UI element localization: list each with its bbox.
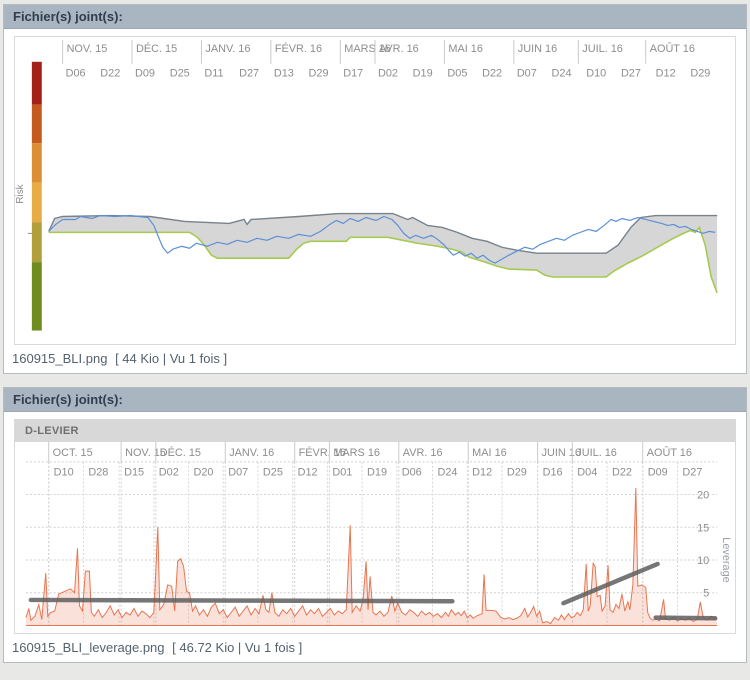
x-axis-day-label: D15 (124, 467, 144, 479)
panel-header-label: Fichier(s) joint(s): (13, 9, 123, 24)
x-axis-month-label: JANV. 16 (229, 447, 274, 459)
risk-band-area (48, 213, 718, 293)
x-axis-month-label: AOÛT 16 (650, 42, 695, 55)
attachment-filename-link[interactable]: 160915_BLI.png (12, 351, 108, 367)
panel-body: NOV. 15 DÉC. 15 JANV. 16 FÉVR. 16 MARS 16 AVR… (4, 29, 746, 373)
panel-header-label: Fichier(s) joint(s): (13, 392, 123, 408)
x-axis-day-label: D27 (621, 68, 641, 80)
x-axis-day-label: D02 (378, 68, 398, 80)
risk-scale-segment (31, 222, 42, 263)
x-axis-day-label: D09 (648, 467, 668, 479)
leverage-area (25, 488, 718, 626)
x-axis-day-label: D11 (204, 68, 223, 80)
attached-image-bli[interactable]: NOV. 15 DÉC. 15 JANV. 16 FÉVR. 16 MARS 16 AVR… (14, 36, 736, 346)
x-axis-day-label: D01 (332, 467, 352, 479)
x-axis-day-label: D16 (543, 467, 563, 479)
attached-image-leverage[interactable]: D-LEVIER 5 10 15 20 OCT. 15 NOV. 15 DÉC. 15 JAN… (14, 419, 736, 634)
x-axis-day-label: D29 (309, 68, 329, 80)
x-axis-day-label: D13 (274, 68, 294, 80)
x-axis-day-label: D19 (413, 68, 433, 80)
x-axis-month-label: MARS 16 (344, 43, 391, 55)
x-axis-day-label: D12 (298, 467, 318, 479)
band-upper-line (48, 212, 718, 254)
risk-scale-segment (31, 104, 42, 144)
x-axis-day-label: D24 (437, 467, 457, 479)
risk-scale-segment (31, 262, 42, 331)
attachment-filename-link[interactable]: 160915_BLI_leverage.png (12, 639, 165, 655)
x-axis-month-label: AVR. 16 (403, 447, 443, 459)
x-axis-day-label: D22 (612, 467, 632, 479)
attachment-panel-risk: Fichier(s) joint(s): NOV. 15 DÉC. 15 JANV.… (3, 4, 747, 375)
x-axis-month-label: OCT. 15 (53, 447, 93, 459)
x-axis-day-label: D07 (228, 467, 248, 479)
x-axis-day-label: D19 (367, 467, 387, 479)
band-lower-line (48, 225, 718, 294)
risk-scale-segment (31, 143, 42, 183)
x-axis-day-label: D22 (100, 68, 120, 80)
x-axis-month-label: DÉC. 15 (136, 42, 177, 55)
y-tick-label: 5 (703, 588, 709, 600)
attachment-meta: [ 46.72 Kio | Vu 1 fois ] (172, 639, 303, 655)
x-axis-month-label: AVR. 16 (379, 43, 419, 55)
x-axis-month-label: JUIN 16 (542, 447, 581, 459)
risk-mid-line (48, 214, 716, 264)
y-tick-label: 20 (697, 490, 709, 502)
x-axis-day-label: D05 (447, 68, 467, 80)
risk-band-chart: NOV. 15 DÉC. 15 JANV. 16 FÉVR. 16 MARS 16AVR… (15, 39, 718, 331)
x-axis-day-label: D29 (507, 467, 527, 479)
x-axis-month-label: DÉC. 15 (160, 446, 201, 459)
x-axis-day-label: D17 (343, 68, 363, 80)
x-axis-day-label: D28 (88, 467, 108, 479)
x-axis-day-label: D25 (263, 467, 283, 479)
risk-axis-label: Risk (15, 184, 26, 203)
x-axis-day-label: D29 (690, 68, 710, 80)
x-axis-month-label: MAI 16 (472, 447, 507, 459)
leverage-line (25, 488, 718, 625)
x-axis-day-label: D22 (482, 68, 502, 80)
panel-body: D-LEVIER 5 10 15 20 OCT. 15 NOV. 15 DÉC. 15 JAN… (4, 412, 746, 661)
x-axis-day-label: D27 (239, 68, 259, 80)
trend-line (28, 598, 455, 604)
x-axis-month-label: MARS 16 (333, 447, 380, 459)
y-tick-label: 10 (697, 555, 709, 567)
chart-title-bar: D-LEVIER (15, 420, 735, 443)
trend-line (561, 562, 660, 606)
x-axis-day-label: D07 (517, 68, 537, 80)
risk-scale-segment (31, 61, 42, 105)
x-axis-day-label: D12 (656, 68, 676, 80)
attachment-meta: [ 44 Kio | Vu 1 fois ] (115, 351, 228, 367)
x-axis-month-label: JANV. 16 (205, 43, 250, 55)
x-axis-day-label: D20 (194, 467, 214, 479)
y-axis-label: Leverage (720, 538, 732, 583)
x-axis-day-label: D24 (552, 68, 572, 80)
x-axis-day-label: D10 (54, 467, 74, 479)
x-axis-day-label: D25 (170, 68, 190, 80)
attachment-caption: 160915_BLI_leverage.png [ 46.72 Kio | Vu… (12, 634, 738, 662)
trend-line (653, 615, 718, 621)
x-axis-month-label: JUIN 16 (518, 43, 557, 55)
attachment-panel-leverage: Fichier(s) joint(s): D-LEVIER 5 10 15 20 OCT… (3, 387, 747, 663)
attachment-caption: 160915_BLI.png [ 44 Kio | Vu 1 fois ] (12, 345, 738, 373)
y-tick-label: 15 (697, 523, 709, 535)
x-axis-day-label: D04 (577, 467, 597, 479)
x-axis-month-label: FÉVR. 16 (299, 446, 346, 459)
x-axis-day-label: D06 (66, 68, 86, 80)
panel-header: Fichier(s) joint(s): (4, 5, 746, 29)
x-axis-day-label: D06 (402, 467, 422, 479)
x-axis-month-label: JUIL. 16 (582, 43, 623, 55)
x-axis-month-label: FÉVR. 16 (275, 42, 322, 55)
risk-scale-segment (31, 182, 42, 223)
x-axis-day-label: D10 (586, 68, 606, 80)
x-axis-day-label: D02 (159, 467, 179, 479)
x-axis-day-label: D12 (472, 467, 492, 479)
panel-header: Fichier(s) joint(s): (4, 388, 746, 413)
x-axis-month-label: MAI 16 (448, 43, 483, 55)
x-axis-day-label: D27 (682, 467, 702, 479)
x-axis-day-label: D09 (135, 68, 155, 80)
x-axis-month-label: AOÛT 16 (647, 446, 692, 459)
x-axis-month-label: JUIL. 16 (576, 447, 617, 459)
x-axis-month-label: NOV. 15 (67, 43, 108, 55)
